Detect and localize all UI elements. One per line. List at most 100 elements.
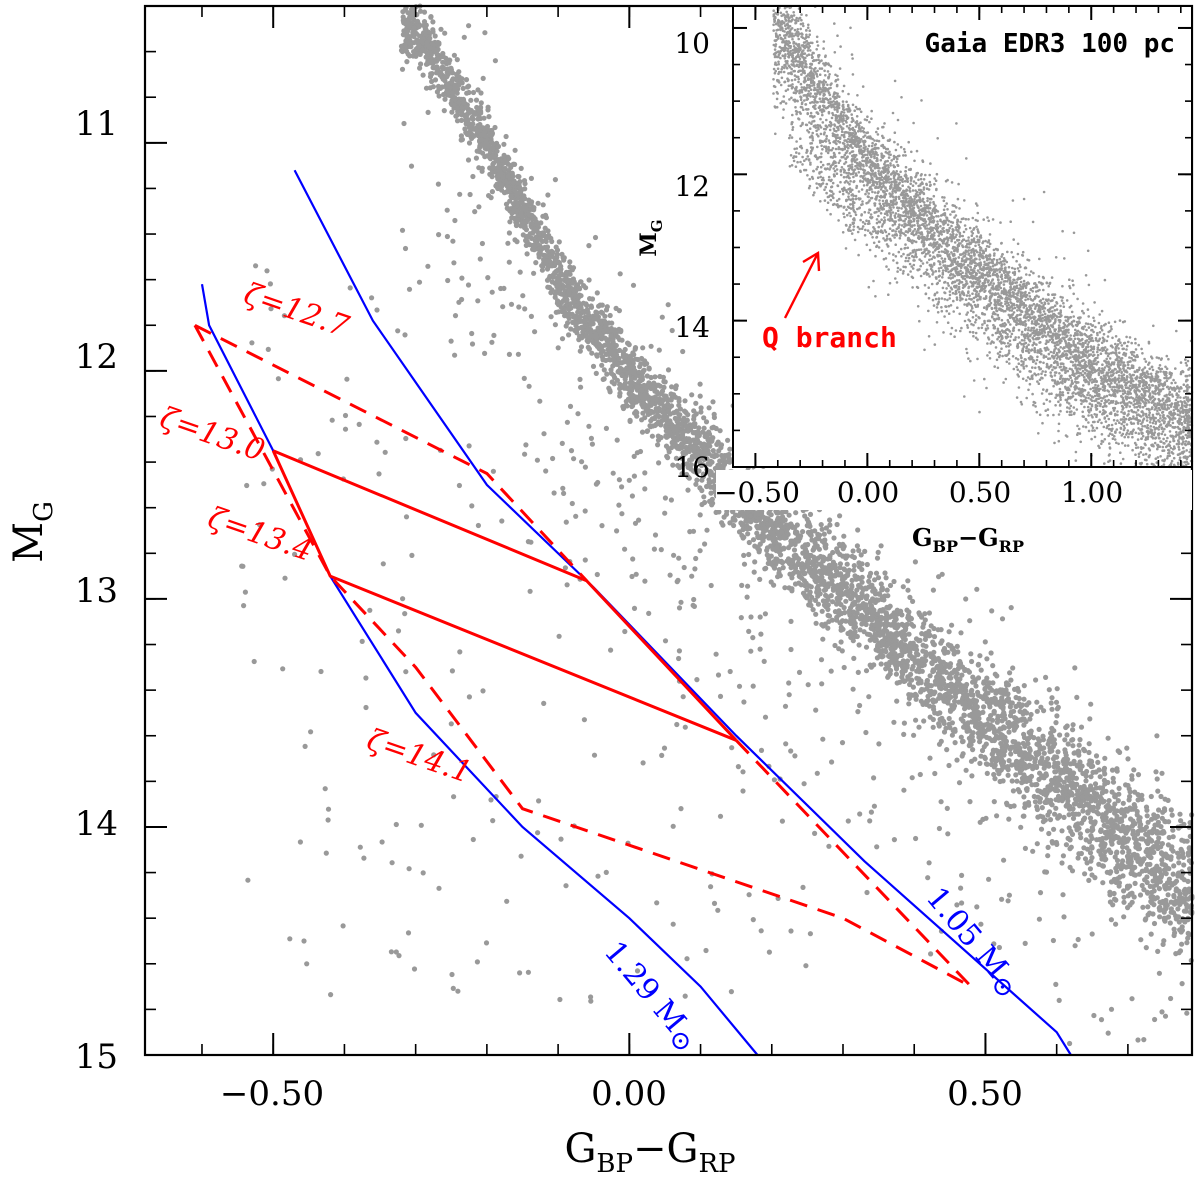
scatter-point bbox=[1139, 796, 1145, 803]
scatter-point bbox=[706, 405, 712, 411]
scatter-point bbox=[956, 699, 962, 705]
scatter-point bbox=[977, 653, 983, 659]
scatter-point bbox=[1014, 778, 1020, 784]
scatter-point bbox=[1042, 787, 1048, 794]
scatter-point bbox=[1001, 724, 1007, 730]
scatter-point bbox=[1077, 737, 1083, 743]
scatter-point bbox=[492, 124, 498, 131]
scatter-point bbox=[821, 602, 828, 608]
scatter-point bbox=[710, 399, 716, 405]
scatter-point bbox=[461, 100, 467, 106]
scatter-point bbox=[463, 77, 470, 83]
scatter-point bbox=[477, 256, 483, 262]
scatter-point bbox=[740, 535, 746, 541]
scatter-point bbox=[429, 78, 435, 85]
scatter-point bbox=[1157, 904, 1163, 910]
scatter-point bbox=[757, 576, 763, 583]
scatter-point bbox=[1037, 890, 1044, 896]
scatter-point bbox=[1093, 753, 1100, 759]
scatter-point bbox=[449, 90, 455, 96]
scatter-point bbox=[882, 570, 888, 576]
scatter-point bbox=[930, 716, 936, 723]
scatter-point bbox=[916, 724, 922, 730]
scatter-point bbox=[1108, 917, 1114, 923]
scatter-point bbox=[466, 23, 472, 29]
scatter-point bbox=[813, 536, 820, 542]
scatter-point bbox=[678, 599, 684, 605]
scatter-point bbox=[837, 551, 843, 558]
scatter-point bbox=[981, 704, 987, 710]
scatter-point bbox=[909, 775, 915, 781]
scatter-point bbox=[944, 805, 950, 812]
scatter-point bbox=[1053, 805, 1059, 811]
scatter-point bbox=[673, 394, 679, 400]
scatter-point bbox=[999, 762, 1005, 768]
scatter-point bbox=[1141, 1037, 1147, 1043]
scatter-point bbox=[1035, 814, 1041, 820]
scatter-point bbox=[453, 76, 459, 82]
scatter-point bbox=[883, 610, 889, 616]
scatter-point bbox=[713, 509, 719, 515]
scatter-point bbox=[1051, 826, 1057, 832]
scatter-point bbox=[506, 259, 512, 265]
scatter-point bbox=[1099, 847, 1105, 853]
scatter-point bbox=[978, 921, 984, 927]
scatter-point bbox=[820, 623, 826, 629]
scatter-point bbox=[1142, 877, 1148, 883]
scatter-point bbox=[819, 526, 825, 532]
scatter-point bbox=[1144, 813, 1150, 819]
scatter-point bbox=[1001, 752, 1007, 758]
scatter-point bbox=[941, 645, 948, 652]
scatter-point bbox=[927, 673, 933, 679]
scatter-point bbox=[928, 951, 934, 957]
scatter-point bbox=[752, 559, 758, 565]
scatter-point bbox=[1156, 875, 1163, 881]
scatter-point bbox=[757, 534, 763, 541]
scatter-point bbox=[982, 685, 988, 692]
scatter-point bbox=[500, 174, 506, 180]
scatter-point bbox=[843, 555, 849, 561]
scatter-point bbox=[856, 642, 862, 648]
scatter-point bbox=[421, 19, 428, 25]
scatter-point bbox=[524, 233, 530, 240]
scatter-point bbox=[665, 367, 672, 373]
scatter-point bbox=[1109, 817, 1115, 824]
scatter-point bbox=[630, 282, 637, 288]
scatter-point bbox=[521, 219, 527, 225]
scatter-point bbox=[543, 253, 549, 259]
scatter-point bbox=[430, 19, 436, 25]
scatter-point bbox=[1102, 829, 1108, 836]
scatter-point bbox=[702, 541, 708, 547]
scatter-point bbox=[607, 387, 613, 393]
scatter-point bbox=[826, 613, 833, 619]
scatter-point bbox=[1052, 754, 1058, 760]
scatter-point bbox=[835, 585, 841, 591]
scatter-point bbox=[690, 528, 697, 534]
scatter-point bbox=[528, 313, 535, 319]
scatter-point bbox=[962, 666, 968, 673]
scatter-point bbox=[428, 45, 434, 51]
scatter-point bbox=[868, 598, 874, 604]
scatter-point bbox=[1150, 884, 1156, 890]
scatter-point bbox=[982, 728, 988, 735]
scatter-point bbox=[622, 628, 628, 635]
scatter-point bbox=[560, 485, 566, 491]
scatter-point bbox=[938, 664, 944, 670]
scatter-point bbox=[991, 799, 997, 805]
scatter-point bbox=[680, 348, 686, 355]
scatter-point bbox=[1152, 822, 1158, 828]
scatter-point bbox=[944, 747, 950, 753]
scatter-point bbox=[858, 595, 864, 601]
scatter-point bbox=[411, 30, 417, 36]
scatter-point bbox=[1153, 769, 1159, 775]
scatter-point bbox=[1036, 726, 1042, 733]
scatter-point bbox=[547, 262, 553, 268]
scatter-point bbox=[891, 719, 897, 725]
scatter-point bbox=[843, 618, 849, 624]
scatter-point bbox=[567, 403, 574, 409]
scatter-point bbox=[1038, 826, 1045, 832]
scatter-point bbox=[532, 243, 538, 249]
scatter-point bbox=[697, 381, 703, 387]
scatter-point bbox=[801, 565, 807, 572]
scatter-point bbox=[841, 664, 847, 671]
